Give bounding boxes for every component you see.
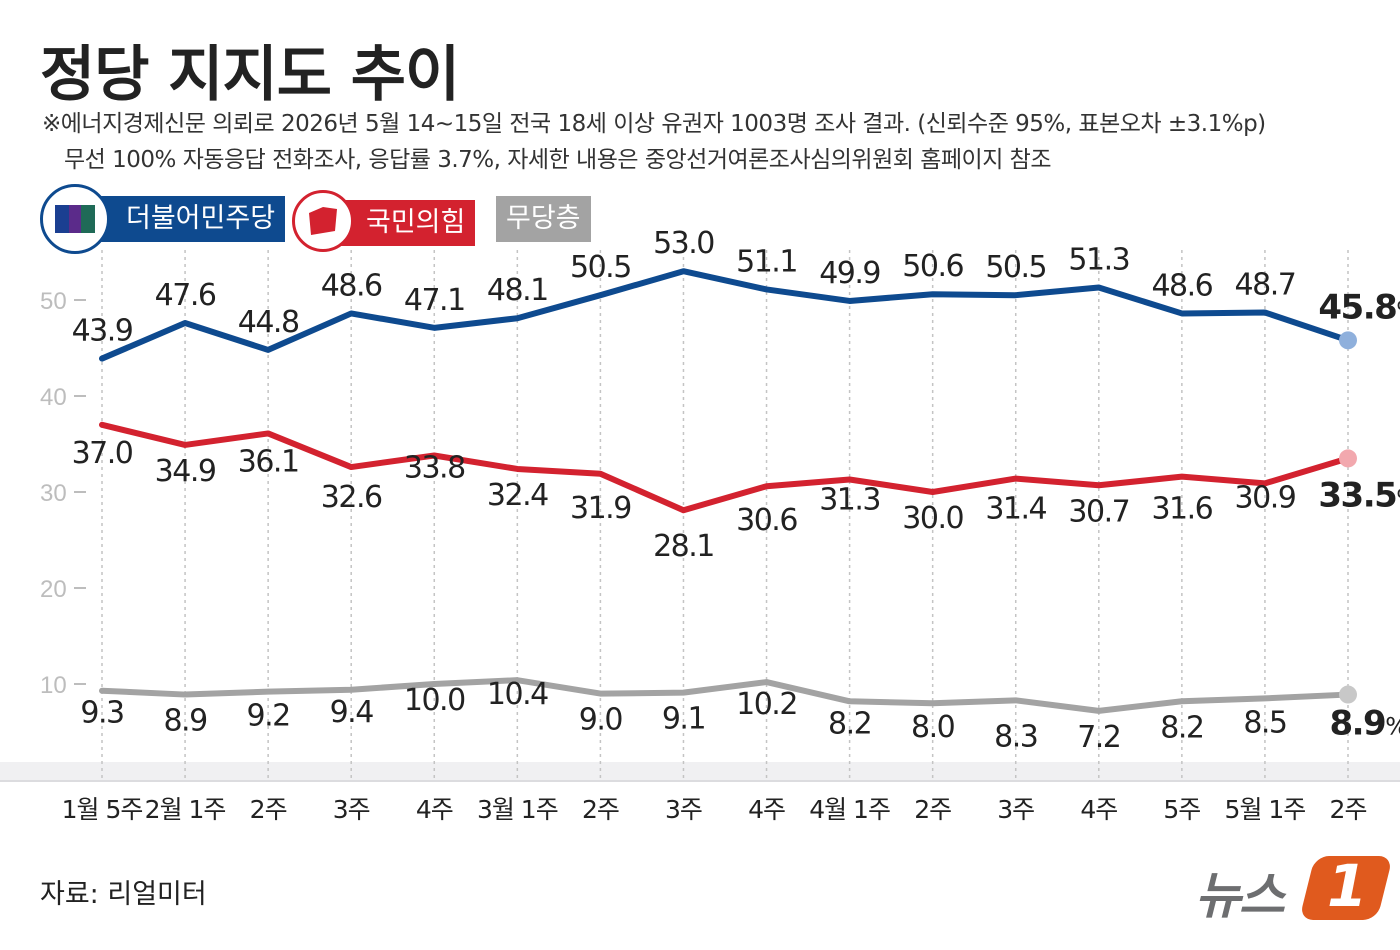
data-label-dem: 51.1 [736,244,797,279]
data-label-dem: 47.1 [404,283,465,318]
data-label-none: 9.3 [80,696,123,731]
series-end-point-dem [1339,331,1357,350]
data-label-dem: 43.9 [72,314,133,349]
data-label-ppp: 36.1 [238,444,299,479]
series-line-dem [99,268,1351,362]
series-end-point-none [1339,685,1357,704]
data-label-ppp: 31.4 [985,492,1046,527]
x-tick-label: 2월 1주 [145,795,226,824]
x-tick-label: 2주 [582,795,619,824]
data-label-dem: 50.5 [570,250,631,285]
x-tick-label: 2주 [914,795,951,824]
x-tick-label: 4주 [748,795,785,824]
x-tick-label: 2주 [250,795,287,824]
data-label-dem: 53.0 [653,226,714,261]
data-label-none: 9.2 [247,699,290,734]
legend-label-none: 무당층 [496,196,591,242]
x-tick-label: 3월 1주 [477,795,558,824]
data-label-ppp: 30.0 [902,501,963,536]
data-label-dem: 50.6 [902,249,963,284]
survey-note-line1: ※에너지경제신문 의뢰로 2026년 5월 14~15일 전국 18세 이상 유… [42,111,1266,137]
data-label-dem: 48.1 [487,273,548,308]
data-label-none: 10.0 [404,683,465,718]
data-label-ppp: 31.9 [570,491,631,526]
data-label-none: 9.4 [330,695,374,730]
data-label-ppp: 30.9 [1235,480,1296,515]
series-end-point-ppp [1339,449,1357,468]
data-label-ppp: 33.5% [1318,475,1400,515]
data-label-dem: 51.3 [1068,243,1129,278]
data-label-none: 10.2 [736,687,797,722]
data-label-none: 9.0 [579,703,623,738]
data-label-ppp: 30.7 [1068,494,1129,529]
data-label-ppp: 32.4 [487,478,548,513]
x-tick-label: 3주 [333,795,370,824]
data-label-ppp: 30.6 [736,503,797,538]
axis-band [0,762,1400,782]
data-label-none: 8.2 [828,706,871,741]
series-line-ppp [99,421,1351,514]
x-tick-label: 4주 [1080,795,1117,824]
data-label-dem: 49.9 [819,256,880,291]
x-tick-label: 5월 1주 [1225,795,1306,824]
ppp-party-logo-icon [292,190,354,252]
data-label-none: 10.4 [487,677,548,712]
y-tick-label: 50 [40,288,67,315]
data-label-dem: 48.7 [1235,267,1296,302]
data-label-none: 8.5 [1243,705,1286,740]
x-tick-label: 4주 [416,795,453,824]
survey-note-line2: 무선 100% 자동응답 전화조사, 응답률 3.7%, 자세한 내용은 중앙선… [64,147,1051,173]
y-tick-label: 30 [40,480,67,507]
source-text: 자료: 리얼미터 [40,879,207,910]
data-label-none: 8.9% [1329,704,1400,744]
data-label-dem: 50.5 [985,250,1046,285]
data-label-dem: 48.6 [1151,268,1212,303]
data-label-none: 8.2 [1160,710,1203,745]
survey-note: ※에너지경제신문 의뢰로 2026년 5월 14~15일 전국 18세 이상 유… [42,106,1266,178]
data-label-none: 8.3 [994,719,1037,754]
x-tick-label: 2주 [1330,795,1367,824]
legend-label-dem: 더불어민주당 [76,196,286,242]
data-label-dem: 45.8% [1318,287,1400,327]
data-label-dem: 48.6 [321,268,382,303]
data-label-ppp: 32.6 [321,480,382,515]
data-label-ppp: 34.9 [155,454,216,489]
data-label-ppp: 37.0 [72,436,133,471]
logo-badge-text: 1 [1327,852,1368,920]
data-label-none: 8.0 [911,710,955,745]
x-tick-label: 3주 [665,795,702,824]
data-label-ppp: 31.6 [1151,492,1212,527]
page-title: 정당 지지도 추이 [40,40,460,110]
x-tick-label: 4월 1주 [809,795,890,824]
dem-party-logo-icon [40,184,110,254]
x-tick-label: 1월 5주 [62,795,143,824]
y-tick-label: 40 [40,384,67,411]
y-tick-label: 10 [40,672,67,699]
logo-text: 뉴스 [1195,867,1285,925]
news1-logo: 뉴스 1 [1195,852,1395,932]
data-label-dem: 44.8 [238,305,299,340]
data-label-ppp: 33.8 [404,451,465,486]
series-line-none [99,677,1351,714]
x-tick-label: 3주 [997,795,1034,824]
data-label-dem: 47.6 [155,278,216,313]
y-tick-label: 20 [40,576,67,603]
data-label-none: 9.1 [662,702,705,737]
ppp-shape-icon [309,207,337,235]
data-label-none: 7.2 [1077,720,1120,755]
dem-flag-icon [55,205,95,233]
data-label-ppp: 31.3 [819,483,880,518]
x-tick-label: 5주 [1163,795,1200,824]
data-label-ppp: 28.1 [653,529,714,564]
data-label-none: 8.9 [163,704,206,739]
